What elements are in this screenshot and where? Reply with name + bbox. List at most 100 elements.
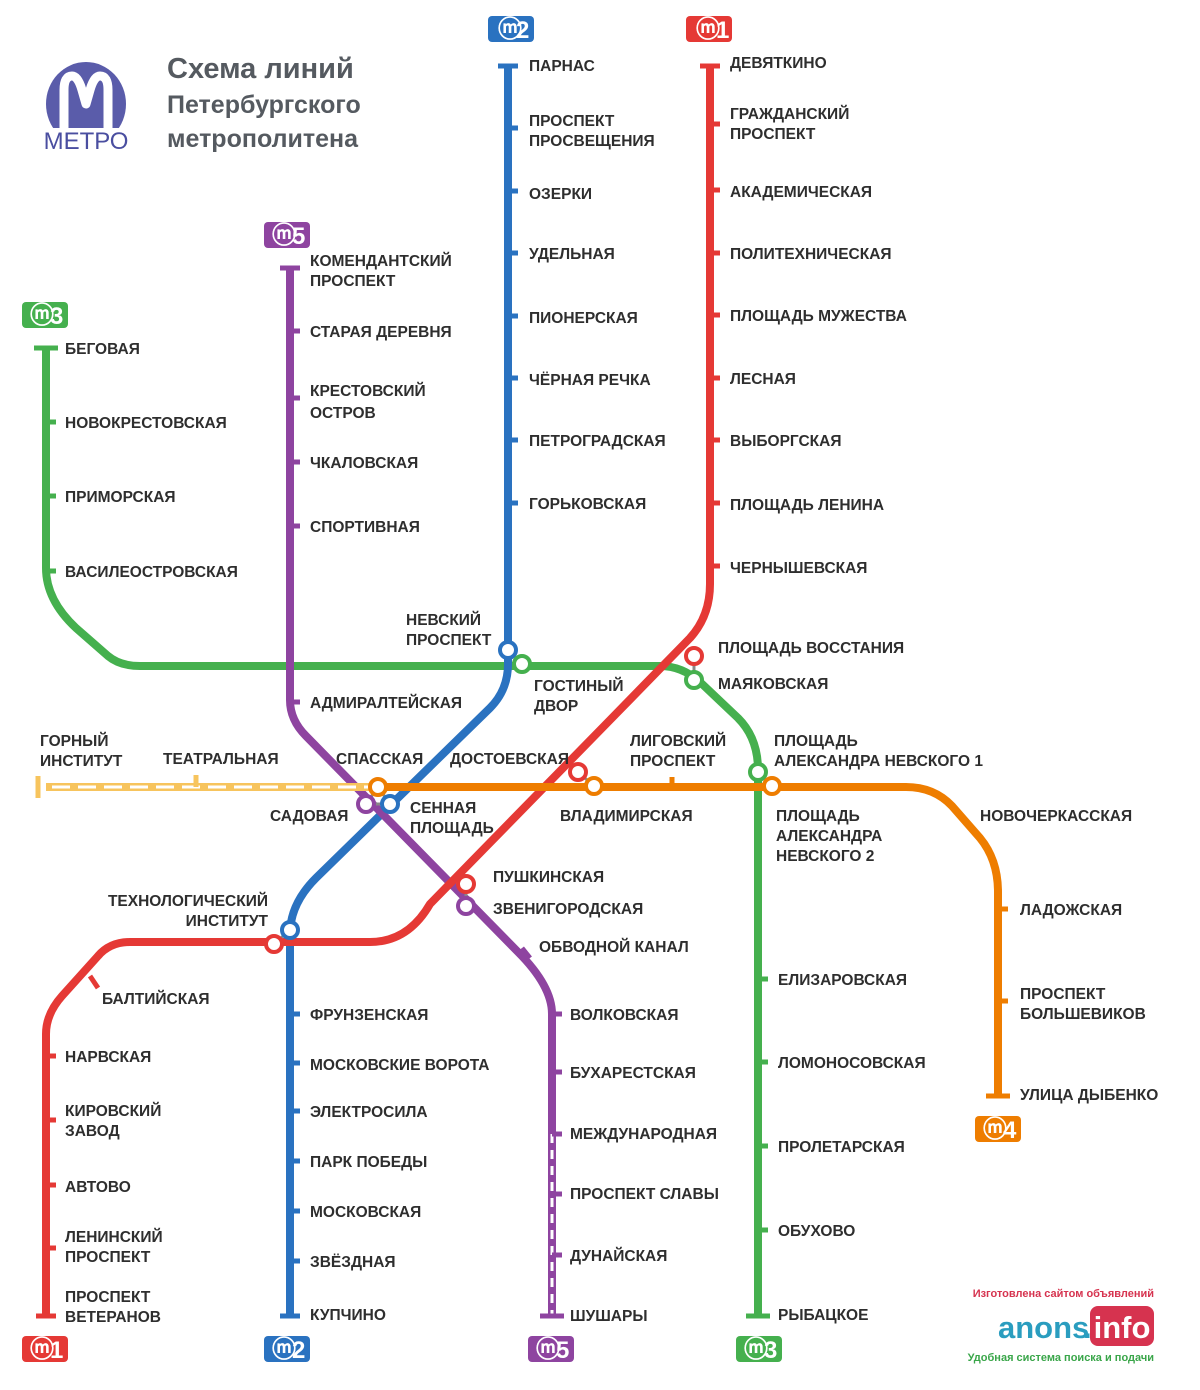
station-label: ПИОНЕРСКАЯ xyxy=(529,310,638,327)
station-label: ПРОСВЕЩЕНИЯ xyxy=(529,133,655,150)
station-label: МАЯКОВСКАЯ xyxy=(718,676,828,693)
station-label: АЛЕКСАНДРА НЕВСКОГО 1 xyxy=(774,753,983,770)
svg-text:ⓜ: ⓜ xyxy=(983,1115,1007,1143)
page-title-line-1: Схема линий xyxy=(167,53,354,85)
ad-top-text: Изготовлена сайтом объявлений xyxy=(973,1288,1154,1300)
logo-text: МЕТРО xyxy=(44,128,129,155)
svg-text:5: 5 xyxy=(292,223,305,250)
badge-line-3-bottom: ⓜ 3 xyxy=(736,1335,782,1364)
ad-info-badge xyxy=(1090,1306,1154,1346)
svg-text:ⓜ: ⓜ xyxy=(536,1335,560,1363)
station-label: ВАСИЛЕОСТРОВСКАЯ xyxy=(65,564,238,581)
svg-text:ⓜ: ⓜ xyxy=(30,1335,54,1363)
station-label: РЫБАЦКОЕ xyxy=(778,1307,868,1324)
station-label: ЗАВОД xyxy=(65,1123,120,1140)
svg-text:3: 3 xyxy=(764,1337,777,1364)
svg-text:1: 1 xyxy=(50,1337,63,1364)
station-label: ДУНАЙСКАЯ xyxy=(570,1247,667,1265)
station-label: ПРОСПЕКТ xyxy=(730,126,816,143)
svg-text:ⓜ: ⓜ xyxy=(498,15,522,43)
station-label: ПРОСПЕКТ xyxy=(529,113,615,130)
station-label: ГОСТИНЫЙ xyxy=(534,677,624,695)
svg-text:ⓜ: ⓜ xyxy=(272,1335,296,1363)
station-label: ЧЁРНАЯ РЕЧКА xyxy=(529,372,651,389)
station-label: ПЛОЩАДЬ xyxy=(776,808,860,825)
station-label: ПЛОЩАДЬ ЛЕНИНА xyxy=(730,497,884,514)
ad-bottom-text: Удобная система поиска и подачи xyxy=(968,1352,1154,1364)
station-label: БОЛЬШЕВИКОВ xyxy=(1020,1006,1146,1023)
station-label: НОВОКРЕСТОВСКАЯ xyxy=(65,415,227,432)
station-label: МОСКОВСКИЕ ВОРОТА xyxy=(310,1057,489,1074)
station-label: ЛЕНИНСКИЙ xyxy=(65,1228,163,1246)
svg-text:1: 1 xyxy=(716,17,729,44)
station-label: ГРАЖДАНСКИЙ xyxy=(730,105,849,123)
station-label: ГОРНЫЙ xyxy=(40,732,109,750)
station-label: ПЛОЩАДЬ xyxy=(410,820,494,837)
badge-line-3-top: ⓜ 3 xyxy=(22,301,68,330)
ad-block[interactable]: Изготовлена сайтом объявлений anons . in… xyxy=(968,1288,1154,1364)
station-label: НЕВСКОГО 2 xyxy=(776,848,874,865)
station-label: ПРИМОРСКАЯ xyxy=(65,489,176,506)
badge-line-4-bottom: ⓜ 4 xyxy=(975,1115,1021,1144)
page-title-line-2: Петербургского xyxy=(167,91,361,119)
station-label: АВТОВО xyxy=(65,1179,131,1196)
station-label: ВЛАДИМИРСКАЯ xyxy=(560,808,693,825)
station-label: БУХАРЕСТСКАЯ xyxy=(570,1065,696,1082)
station-labels: ПАРНАС ПРОСПЕКТ ПРОСВЕЩЕНИЯ ОЗЕРКИ УДЕЛЬ… xyxy=(40,55,1158,1326)
station-label: ПРОСПЕКТ xyxy=(406,632,492,649)
station-label: ОБВОДНОЙ КАНАЛ xyxy=(539,938,689,956)
station-label: ДОСТОЕВСКАЯ xyxy=(450,751,569,768)
station-label: ВОЛКОВСКАЯ xyxy=(570,1007,678,1024)
station-label: НОВОЧЕРКАССКАЯ xyxy=(980,808,1132,825)
station-label: КИРОВСКИЙ xyxy=(65,1102,161,1120)
line-1-track xyxy=(42,66,714,1316)
station-label: КУПЧИНО xyxy=(310,1307,386,1324)
ad-brand-text: anons xyxy=(998,1310,1089,1345)
badge-line-2-bottom: ⓜ 2 xyxy=(264,1335,310,1364)
metro-logo: МЕТРО xyxy=(40,62,132,155)
station-label: БЕГОВАЯ xyxy=(65,341,140,358)
station-label: ПРОСПЕКТ xyxy=(630,753,716,770)
station-label: ТЕАТРАЛЬНАЯ xyxy=(163,751,279,768)
station-label: БАЛТИЙСКАЯ xyxy=(102,990,210,1008)
station-label: ОБУХОВО xyxy=(778,1223,855,1240)
station-label: АЛЕКСАНДРА xyxy=(776,828,882,845)
station-label: ЛАДОЖСКАЯ xyxy=(1020,902,1122,919)
station-label: АКАДЕМИЧЕСКАЯ xyxy=(730,184,872,201)
station-label: ЧКАЛОВСКАЯ xyxy=(310,455,418,472)
page-title-line-3: метрополитена xyxy=(167,125,359,153)
station-label: ГОРЬКОВСКАЯ xyxy=(529,496,646,513)
station-label: ПОЛИТЕХНИЧЕСКАЯ xyxy=(730,246,892,263)
svg-text:5: 5 xyxy=(556,1337,569,1364)
station-label: АДМИРАЛТЕЙСКАЯ xyxy=(310,694,462,712)
station-label: ЗВЕНИГОРОДСКАЯ xyxy=(493,901,643,918)
station-label: ПАРНАС xyxy=(529,58,595,75)
badge-line-5-bottom: ⓜ 5 xyxy=(528,1335,574,1364)
svg-text:ⓜ: ⓜ xyxy=(272,221,296,249)
station-label: ПУШКИНСКАЯ xyxy=(493,869,604,886)
station-label: ПЛОЩАДЬ ВОССТАНИЯ xyxy=(718,640,904,657)
station-label: ПАРК ПОБЕДЫ xyxy=(310,1154,427,1171)
station-label: САДОВАЯ xyxy=(270,808,348,825)
station-label: СТАРАЯ ДЕРЕВНЯ xyxy=(310,324,452,341)
station-label: НЕВСКИЙ xyxy=(406,611,481,629)
station-label: ПРОСПЕКТ xyxy=(65,1249,151,1266)
station-label: ЛЕСНАЯ xyxy=(730,371,796,388)
station-label: СПОРТИВНАЯ xyxy=(310,519,420,536)
station-label: ПРОСПЕКТ xyxy=(65,1289,151,1306)
station-label: ТЕХНОЛОГИЧЕСКИЙ xyxy=(108,892,268,910)
svg-text:ⓜ: ⓜ xyxy=(30,301,54,329)
station-label: ЗВЁЗДНАЯ xyxy=(310,1254,396,1271)
station-label: ЧЕРНЫШЕВСКАЯ xyxy=(730,560,867,577)
station-label: СПАССКАЯ xyxy=(336,751,423,768)
station-label: ПЛОЩАДЬ МУЖЕСТВА xyxy=(730,308,907,325)
station-label: ЭЛЕКТРОСИЛА xyxy=(310,1104,428,1121)
line-3-track xyxy=(42,348,762,1316)
ad-dot-text: . xyxy=(1083,1310,1092,1345)
station-label: ИНСТИТУТ xyxy=(186,913,269,930)
station-label: СЕННАЯ xyxy=(410,800,476,817)
station-label: ФРУНЗЕНСКАЯ xyxy=(310,1007,428,1024)
station-label: ДЕВЯТКИНО xyxy=(730,55,827,72)
station-label: ЛОМОНОСОВСКАЯ xyxy=(778,1055,926,1072)
ad-info-text: info xyxy=(1094,1310,1151,1345)
